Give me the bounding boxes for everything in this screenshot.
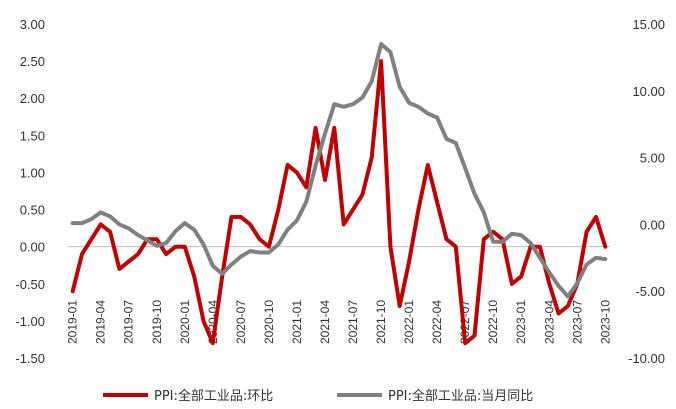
left-tick-label: 0.00 <box>20 240 45 255</box>
x-tick-label: 2023-07 <box>570 300 584 344</box>
left-tick-label: 2.00 <box>20 91 45 106</box>
right-tick-label: 0.00 <box>640 217 665 232</box>
x-tick-label: 2019-10 <box>150 300 164 344</box>
x-axis-ticks: 2019-01 2019-04 2019-07 2019-10 2020-01 2020-… <box>66 300 613 344</box>
x-tick-label: 2020-10 <box>262 300 276 344</box>
right-tick-label: 5.00 <box>640 151 665 166</box>
x-tick-label: 2019-01 <box>66 300 80 344</box>
x-tick-label: 2022-10 <box>486 300 500 344</box>
x-tick-label: 2022-01 <box>402 300 416 344</box>
left-tick-label: 2.50 <box>20 54 45 69</box>
left-tick-label: 1.50 <box>20 128 45 143</box>
x-tick-label: 2021-04 <box>318 300 332 344</box>
right-axis-ticks: 15.00 10.00 5.00 0.00 -5.00 -10.00 <box>628 17 665 366</box>
series-lines <box>70 42 608 346</box>
legend-label-mom: PPI:全部工业品:环比 <box>154 388 273 404</box>
legend: PPI:全部工业品:环比 PPI:全部工业品:当月同比 <box>103 388 533 404</box>
series-line-yoy <box>70 42 608 299</box>
left-tick-label: 3.00 <box>20 17 45 32</box>
x-tick-label: 2021-01 <box>290 300 304 344</box>
left-tick-label: 1.00 <box>20 165 45 180</box>
legend-label-yoy: PPI:全部工业品:当月同比 <box>388 388 533 404</box>
x-tick-label: 2022-04 <box>430 300 444 344</box>
x-tick-label: 2021-07 <box>346 300 360 344</box>
x-tick-label: 2023-10 <box>598 300 612 344</box>
x-tick-label: 2020-07 <box>234 300 248 344</box>
x-tick-label: 2019-07 <box>122 300 136 344</box>
left-tick-label: -1.00 <box>15 314 45 329</box>
right-tick-label: 15.00 <box>632 17 665 32</box>
left-axis-ticks: 3.00 2.50 2.00 1.50 1.00 0.50 0.00 -0.50 -1.00 -1… <box>15 17 45 366</box>
x-tick-label: 2023-01 <box>514 300 528 344</box>
x-tick-label: 2019-04 <box>94 300 108 344</box>
right-tick-label: -5.00 <box>635 284 665 299</box>
left-tick-label: 0.50 <box>20 203 45 218</box>
x-tick-label: 2021-10 <box>374 300 388 344</box>
right-tick-label: -10.00 <box>628 351 665 366</box>
series-line-mom <box>70 59 608 346</box>
x-tick-label: 2023-04 <box>542 300 556 344</box>
x-tick-label: 2020-01 <box>178 300 192 344</box>
right-tick-label: 10.00 <box>632 84 665 99</box>
left-tick-label: -1.50 <box>15 351 45 366</box>
left-tick-label: -0.50 <box>15 277 45 292</box>
